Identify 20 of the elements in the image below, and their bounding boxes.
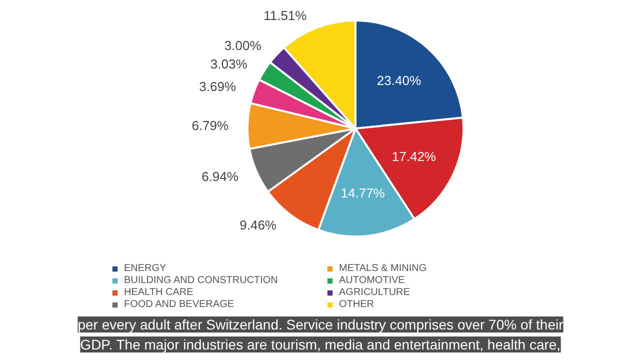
text: per every adult after Switzerland. Service industry comprises over 70% of their <box>78 316 564 332</box>
data-label: 6.94% <box>202 168 239 184</box>
legend-label: ENERGY <box>124 263 168 274</box>
data-label: 9.46% <box>240 217 277 232</box>
data-label: 17.42% <box>392 148 436 164</box>
legend-label: BUILDING AND CONSTRUCTION <box>124 275 279 286</box>
legend-label: OTHER <box>339 299 375 310</box>
legend-label: FOOD AND BEVERAGE <box>124 299 236 310</box>
data-label: 14.77% <box>340 185 386 200</box>
data-label: 3.03% <box>210 56 248 72</box>
data-label: 11.51% <box>264 8 308 23</box>
legend-label: METALS & MINING <box>339 263 428 274</box>
data-label: 6.79% <box>192 118 230 134</box>
text: GDP. The major industries are tourism, media and entertainment, health care, <box>80 336 561 352</box>
data-label: 3.00% <box>224 38 262 54</box>
data-label: 3.69% <box>199 79 236 94</box>
legend-label: AGRICULTURE <box>339 287 411 298</box>
legend-label: AUTOMOTIVE <box>339 275 406 286</box>
legend-label: HEALTH CARE <box>124 287 194 298</box>
data-label: 23.40% <box>376 72 422 88</box>
